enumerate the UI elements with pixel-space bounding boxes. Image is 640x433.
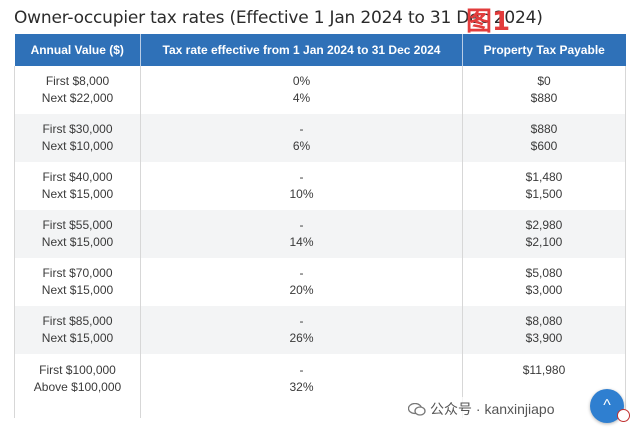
table-row: First $70,000 Next $15,000 -20% $5,080 $3,…	[14, 258, 626, 306]
assistant-badge-icon[interactable]	[617, 409, 630, 422]
chevron-up-icon: ^	[603, 397, 611, 414]
tax-payable-cell: $0 $880	[462, 66, 626, 114]
annual-value-cell: First $8,000 Next $22,000	[14, 66, 141, 114]
header-tax-rate: Tax rate effective from 1 Jan 2024 to 31…	[140, 34, 463, 66]
table-row: First $85,000 Next $15,000 -26% $8,080 $3,…	[14, 306, 626, 354]
wechat-watermark: 公众号 · kanxinjiapo	[404, 397, 559, 421]
tax-payable-cell: $5,080 $3,000	[462, 258, 626, 306]
table-row: First $55,000 Next $15,000 -14% $2,980 $2,…	[14, 210, 626, 258]
annual-value-cell: First $30,000 Next $10,000	[14, 114, 141, 162]
tax-payable-cell: $1,480 $1,500	[462, 162, 626, 210]
tax-payable-cell: $8,080 $3,900	[462, 306, 626, 354]
table-row: First $8,000 Next $22,000 0% 4% $0 $880	[14, 66, 626, 114]
tax-payable-cell: $880 $600	[462, 114, 626, 162]
tax-rate-cell: -20%	[140, 258, 463, 306]
watermark-label: 公众号 · kanxinjiapo	[430, 401, 555, 417]
annual-value-cell: First $55,000 Next $15,000	[14, 210, 141, 258]
annual-value-cell: First $85,000 Next $15,000	[14, 306, 141, 354]
tax-rate-cell: -26%	[140, 306, 463, 354]
annual-value-cell: First $40,000 Next $15,000	[14, 162, 141, 210]
tax-rate-cell: -10%	[140, 162, 463, 210]
wechat-icon	[407, 402, 426, 416]
header-tax-payable: Property Tax Payable	[462, 34, 626, 66]
tax-payable-cell: $2,980 $2,100	[462, 210, 626, 258]
tax-rate-cell: -6%	[140, 114, 463, 162]
table-header-row: Annual Value ($) Tax rate effective from…	[14, 34, 626, 66]
tax-rate-cell: -14%	[140, 210, 463, 258]
table-row: First $30,000 Next $10,000 -6% $880 $600	[14, 114, 626, 162]
annual-value-cell: First $70,000 Next $15,000	[14, 258, 141, 306]
tax-rate-cell: 0% 4%	[140, 66, 463, 114]
figure-tag: 图1	[466, 7, 511, 37]
annual-value-cell: First $100,000 Above $100,000	[14, 354, 141, 418]
page-title: Owner-occupier tax rates (Effective 1 Ja…	[14, 8, 543, 28]
table-row: First $40,000 Next $15,000 -10% $1,480 $1,…	[14, 162, 626, 210]
tax-rate-table: Annual Value ($) Tax rate effective from…	[14, 34, 626, 418]
header-annual-value: Annual Value ($)	[14, 34, 141, 66]
